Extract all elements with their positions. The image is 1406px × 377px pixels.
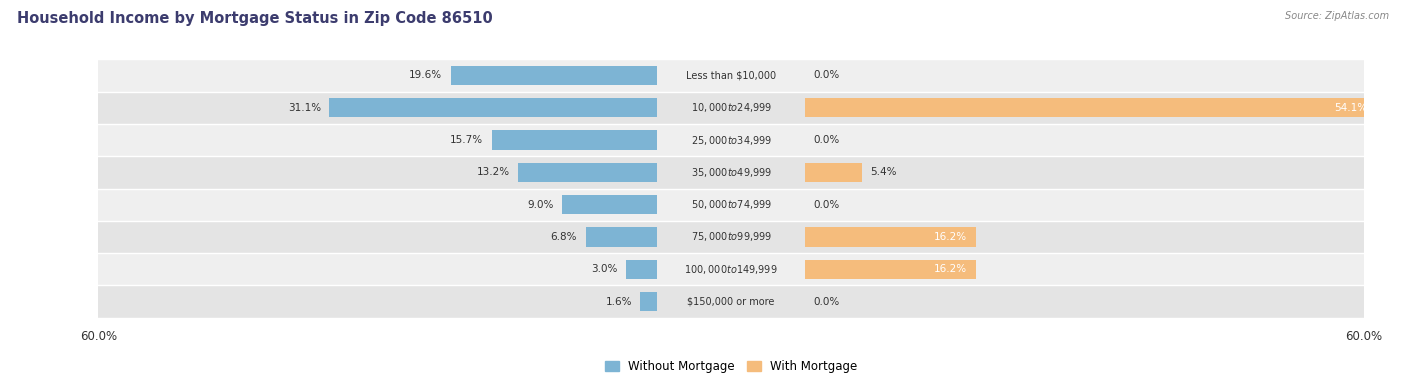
Bar (329, 98, 657, 117)
Bar (492, 130, 657, 150)
Text: $10,000 to $24,999: $10,000 to $24,999 (690, 101, 772, 114)
Bar (804, 162, 862, 182)
Text: Source: ZipAtlas.com: Source: ZipAtlas.com (1285, 11, 1389, 21)
Bar (98, 59, 1364, 92)
Text: 3.0%: 3.0% (591, 264, 617, 274)
Text: 54.1%: 54.1% (1334, 103, 1367, 113)
Text: 9.0%: 9.0% (527, 200, 554, 210)
Text: 13.2%: 13.2% (477, 167, 509, 177)
Text: 0.0%: 0.0% (813, 135, 839, 145)
Bar (804, 98, 1375, 117)
Bar (517, 162, 657, 182)
Text: $25,000 to $34,999: $25,000 to $34,999 (690, 133, 772, 147)
Text: 1.6%: 1.6% (606, 297, 631, 307)
Bar (562, 195, 657, 215)
Text: 16.2%: 16.2% (934, 232, 967, 242)
Text: 0.0%: 0.0% (813, 70, 839, 80)
Bar (98, 285, 1364, 318)
Bar (98, 253, 1364, 285)
Bar (98, 92, 1364, 124)
Text: Household Income by Mortgage Status in Zip Code 86510: Household Income by Mortgage Status in Z… (17, 11, 492, 26)
Text: 6.8%: 6.8% (551, 232, 576, 242)
Text: 0.0%: 0.0% (813, 297, 839, 307)
Bar (98, 221, 1364, 253)
Legend: Without Mortgage, With Mortgage: Without Mortgage, With Mortgage (600, 356, 862, 377)
Text: 0.0%: 0.0% (813, 200, 839, 210)
Text: 16.2%: 16.2% (934, 264, 967, 274)
Bar (450, 66, 657, 85)
Text: 15.7%: 15.7% (450, 135, 484, 145)
Text: $150,000 or more: $150,000 or more (688, 297, 775, 307)
Bar (98, 124, 1364, 156)
Text: 31.1%: 31.1% (288, 103, 321, 113)
Bar (98, 188, 1364, 221)
Text: $100,000 to $149,999: $100,000 to $149,999 (685, 263, 778, 276)
Text: 19.6%: 19.6% (409, 70, 441, 80)
Bar (804, 227, 976, 247)
Text: $35,000 to $49,999: $35,000 to $49,999 (690, 166, 772, 179)
Bar (626, 260, 657, 279)
Bar (641, 292, 657, 311)
Text: Less than $10,000: Less than $10,000 (686, 70, 776, 80)
Text: $50,000 to $74,999: $50,000 to $74,999 (690, 198, 772, 211)
Text: $75,000 to $99,999: $75,000 to $99,999 (690, 230, 772, 244)
Bar (98, 156, 1364, 188)
Text: 5.4%: 5.4% (870, 167, 897, 177)
Bar (804, 260, 976, 279)
Bar (585, 227, 657, 247)
